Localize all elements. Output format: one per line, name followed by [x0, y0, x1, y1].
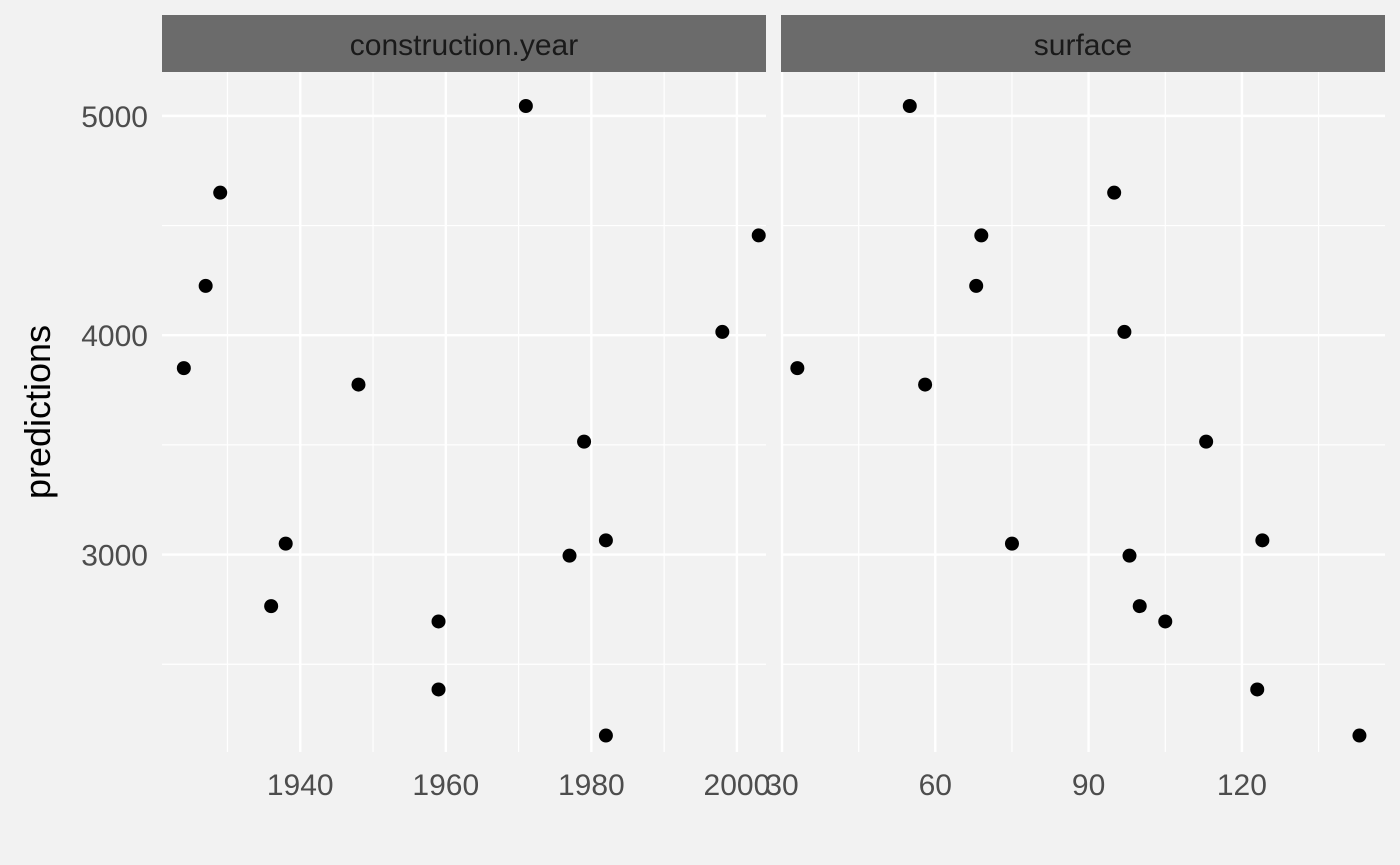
- strip-background: [781, 15, 1385, 72]
- x-tick-label: 1940: [267, 769, 334, 802]
- x-tick-labels: 30 60 90 120: [765, 769, 1267, 802]
- data-point: [198, 278, 213, 293]
- x-tick-label: 2000: [704, 769, 771, 802]
- x-tick-label: 1960: [412, 769, 479, 802]
- data-point: [790, 361, 805, 376]
- panel-grid: [162, 72, 766, 752]
- data-point: [562, 548, 577, 563]
- data-point: [1352, 728, 1367, 743]
- x-tick-label: 30: [765, 769, 798, 802]
- data-point: [278, 536, 293, 551]
- strip-background: [162, 15, 766, 72]
- data-point: [1004, 536, 1019, 551]
- data-point: [351, 377, 366, 392]
- x-tick-label: 60: [919, 769, 952, 802]
- data-point: [902, 99, 917, 113]
- data-point: [974, 228, 989, 243]
- data-point: [598, 533, 613, 548]
- data-point: [969, 278, 984, 293]
- data-point: [431, 682, 446, 697]
- data-point: [918, 377, 933, 392]
- data-point: [176, 361, 191, 376]
- y-tick-label: 4000: [81, 320, 148, 353]
- data-point: [1250, 682, 1265, 697]
- data-point: [598, 728, 613, 743]
- panel-background: [781, 72, 1385, 752]
- panel-construction-year: construction.year 1940 1960 1980 2000: [162, 15, 770, 802]
- x-tick-label: 1980: [558, 769, 625, 802]
- data-point: [264, 599, 279, 614]
- data-point: [577, 434, 592, 449]
- y-axis-title: predictions: [17, 325, 58, 499]
- data-point: [213, 185, 228, 200]
- panel-background: [162, 72, 766, 752]
- data-point: [1199, 434, 1214, 449]
- data-point: [1158, 614, 1173, 629]
- y-tick-labels: 3000 4000 5000: [81, 101, 148, 573]
- strip-label: surface: [1034, 29, 1132, 62]
- data-point: [1122, 548, 1137, 563]
- y-tick-label: 3000: [81, 540, 148, 573]
- data-point: [751, 228, 766, 243]
- y-tick-label: 5000: [81, 101, 148, 134]
- strip-label: construction.year: [350, 29, 578, 62]
- data-points: [176, 99, 766, 743]
- panel-surface: surface 30 60 90 120: [765, 15, 1385, 802]
- data-point: [518, 99, 533, 113]
- data-point: [431, 614, 446, 629]
- data-point: [1132, 599, 1147, 614]
- data-points: [790, 99, 1367, 743]
- data-point: [1107, 185, 1122, 200]
- data-point: [1117, 324, 1132, 339]
- x-tick-label: 120: [1217, 769, 1267, 802]
- panel-grid: [780, 72, 1385, 752]
- data-point: [715, 324, 730, 339]
- data-point: [1255, 533, 1270, 548]
- x-tick-labels: 1940 1960 1980 2000: [267, 769, 770, 802]
- x-tick-label: 90: [1072, 769, 1105, 802]
